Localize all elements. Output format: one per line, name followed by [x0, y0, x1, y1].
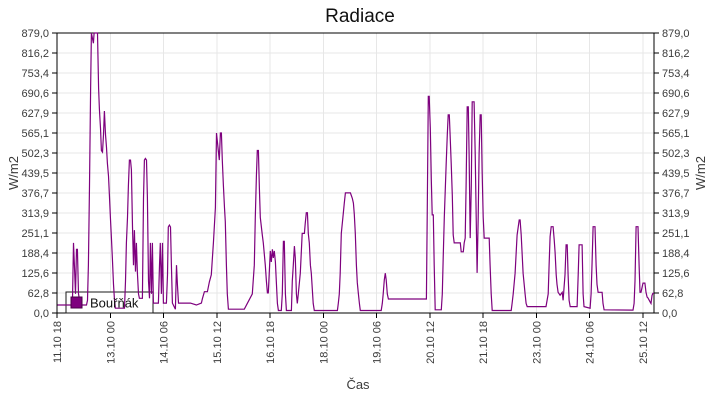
x-tick-label: 21.10 18	[478, 321, 490, 364]
tick-marks	[52, 32, 659, 318]
y-tick-label-left: 0,0	[34, 308, 49, 320]
y-tick-label-left: 879,0	[21, 28, 49, 40]
x-tick-label: 23.10 00	[531, 321, 543, 364]
x-tick-label: 16.10 18	[265, 321, 277, 364]
y-tick-label-right: 753,4	[662, 68, 690, 80]
x-tick-label: 13.10 00	[105, 321, 117, 364]
y-tick-label-right: 125,6	[662, 268, 690, 280]
y-tick-label-right: 690,6	[662, 88, 690, 100]
y-tick-label-left: 753,4	[21, 68, 49, 80]
tick-labels: 0,0 0,0 62,8 62,8 125,6 125,6 188,4 188,4 251,1 2…	[21, 28, 689, 364]
y-tick-label-right: 0,0	[662, 308, 677, 320]
y-tick-label-right: 565,1	[662, 128, 690, 140]
x-tick-label: 15.10 12	[212, 321, 224, 364]
y-tick-label-right: 879,0	[662, 28, 690, 40]
x-tick-label: 20.10 12	[425, 321, 437, 364]
y-tick-label-left: 816,2	[21, 48, 49, 60]
y-tick-label-left: 313,9	[21, 208, 49, 220]
y-tick-label-right: 251,1	[662, 228, 690, 240]
y-tick-label-left: 439,5	[21, 168, 49, 180]
x-tick-label: 24.10 06	[585, 321, 597, 364]
x-tick-label: 25.10 12	[638, 321, 650, 364]
x-axis-label: Čas	[346, 377, 370, 392]
y-tick-label-left: 376,7	[21, 188, 49, 200]
y-tick-label-left: 627,9	[21, 108, 49, 120]
y-tick-label-right: 627,9	[662, 108, 690, 120]
gridlines	[57, 33, 654, 313]
y-tick-label-right: 439,5	[662, 168, 690, 180]
series-line-bournak	[57, 32, 654, 312]
legend-marker-square	[70, 296, 83, 309]
y-tick-label-right: 816,2	[662, 48, 690, 60]
y-tick-label-left: 690,6	[21, 88, 49, 100]
y-tick-label-left: 188,4	[21, 248, 49, 260]
x-tick-label: 11.10 18	[52, 321, 64, 363]
x-tick-label: 18.10 00	[318, 321, 330, 364]
y-tick-label-right: 376,7	[662, 188, 690, 200]
y-tick-label-left: 502,3	[21, 148, 49, 160]
x-tick-label: 19.10 06	[372, 321, 384, 364]
chart-title: Radiace	[325, 6, 395, 27]
y-tick-label-left: 125,6	[21, 268, 49, 280]
y-tick-label-right: 313,9	[662, 208, 690, 220]
y-axis-label-left: W/m2	[6, 156, 21, 190]
y-tick-label-left: 251,1	[21, 228, 49, 240]
y-tick-label-right: 62,8	[662, 288, 683, 300]
y-tick-label-right: 502,3	[662, 148, 690, 160]
legend-label: Bouřňák	[90, 296, 139, 311]
y-tick-label-left: 565,1	[21, 128, 49, 140]
y-tick-label-right: 188,4	[662, 248, 690, 260]
y-tick-label-left: 62,8	[28, 288, 49, 300]
x-tick-label: 14.10 06	[159, 321, 171, 364]
y-axis-label-right: W/m2	[693, 156, 708, 190]
